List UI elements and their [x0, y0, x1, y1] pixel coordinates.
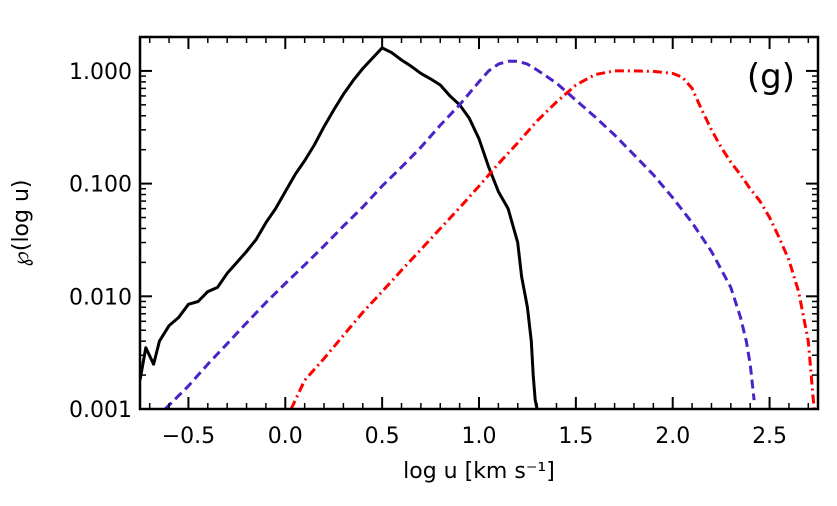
y-tick-label: 0.001	[69, 398, 132, 423]
series-layer	[140, 46, 816, 409]
y-tick-label: 1.000	[69, 60, 132, 85]
ticks-layer: −0.5 0.0 0.5 1.0 1.5 2.0 2.5 0.001 0.010 0.100 1.0…	[69, 36, 818, 449]
series-line-dash-dot	[289, 69, 816, 409]
x-axis-title: log u [km s⁻¹]	[403, 459, 555, 484]
x-tick-label: 0.5	[365, 424, 400, 449]
x-tick-label: 0.0	[268, 424, 303, 449]
series-line-solid	[140, 46, 539, 409]
y-tick-label: 0.100	[69, 173, 132, 198]
x-tick-label: 2.0	[655, 424, 690, 449]
x-tick-label: 1.0	[462, 424, 497, 449]
series-line-dashed	[164, 59, 756, 409]
y-tick-label: 0.010	[69, 285, 132, 310]
y-axis-title: ℘(log u)	[9, 180, 34, 267]
x-tick-label: 1.5	[558, 424, 593, 449]
x-tick-label: 2.5	[752, 424, 787, 449]
plot-frame	[138, 35, 820, 411]
x-tick-label: −0.5	[162, 424, 215, 449]
panel-label: (g)	[747, 57, 795, 97]
